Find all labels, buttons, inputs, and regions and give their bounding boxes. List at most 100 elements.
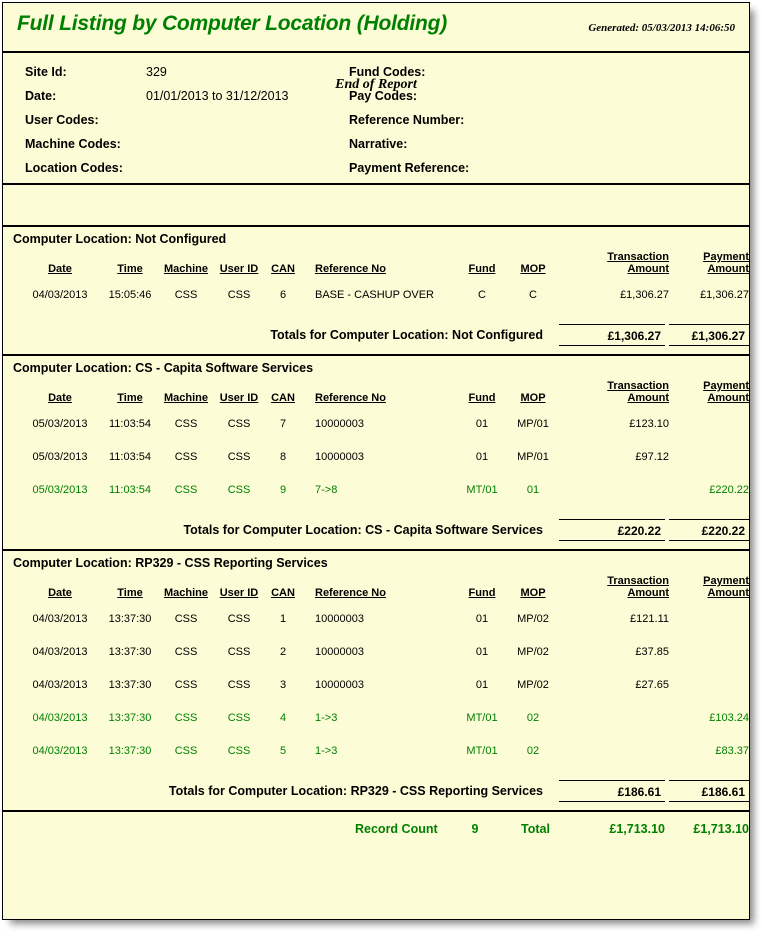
cell-time: 11:03:54 bbox=[108, 451, 151, 463]
column-header-fund: Fund bbox=[468, 392, 496, 404]
cell-machine: CSS bbox=[174, 484, 198, 496]
cell-mop: MP/01 bbox=[517, 451, 549, 463]
cell-mop: 02 bbox=[526, 712, 540, 724]
page-title: Full Listing by Computer Location (Holdi… bbox=[17, 12, 448, 35]
param-label-left-2: User Codes: bbox=[25, 113, 99, 127]
cell-reference-no: 10000003 bbox=[315, 646, 364, 658]
cell-reference-no: BASE - CASHUP OVER bbox=[315, 289, 434, 301]
end-of-report-label: End of Report bbox=[335, 77, 417, 92]
cell-fund: 01 bbox=[475, 679, 489, 691]
section-title: Computer Location: CS - Capita Software … bbox=[13, 361, 314, 375]
cell-date: 04/03/2013 bbox=[32, 712, 88, 724]
cell-transaction-amount: £121.11 bbox=[630, 613, 669, 625]
cell-reference-no: 10000003 bbox=[315, 679, 364, 691]
section-totals-payment-amount: £1,306.27 bbox=[669, 324, 749, 346]
column-header-reference-no: Reference No bbox=[315, 392, 386, 404]
table-row: 04/03/2013 13:37:30 CSS CSS 1 10000003 01 MP/02… bbox=[3, 613, 749, 631]
grand-total-row: Record Count 9 Total £1,713.10 £1,713.10 bbox=[3, 812, 749, 848]
cell-date: 05/03/2013 bbox=[32, 484, 88, 496]
location-section: Computer Location: CS - Capita Software … bbox=[3, 356, 749, 551]
column-header-date: Date bbox=[48, 587, 72, 599]
param-value-left-0: 329 bbox=[146, 65, 167, 79]
cell-time: 11:03:54 bbox=[108, 418, 151, 430]
table-row: 04/03/2013 13:37:30 CSS CSS 2 10000003 01 MP/02… bbox=[3, 646, 749, 664]
grand-total-payment-amount: £1,713.10 bbox=[693, 822, 749, 836]
cell-reference-no: 10000003 bbox=[315, 613, 364, 625]
column-header-row: Date Time Machine User ID CAN Reference No Fun… bbox=[3, 380, 749, 410]
column-header-can: CAN bbox=[271, 263, 295, 275]
cell-reference-no: 1->3 bbox=[315, 712, 338, 724]
column-header-fund: Fund bbox=[468, 263, 496, 275]
column-header-date: Date bbox=[48, 263, 72, 275]
cell-mop: 01 bbox=[526, 484, 540, 496]
cell-reference-no: 7->8 bbox=[315, 484, 338, 496]
cell-machine: CSS bbox=[174, 451, 198, 463]
column-header-can: CAN bbox=[271, 392, 295, 404]
column-header-payment-amount-line1: Payment bbox=[703, 380, 749, 392]
column-header-date: Date bbox=[48, 392, 72, 404]
cell-can: 3 bbox=[279, 679, 287, 691]
param-value-left-1: 01/01/2013 to 31/12/2013 bbox=[146, 89, 289, 103]
cell-machine: CSS bbox=[174, 712, 198, 724]
cell-user-id: CSS bbox=[227, 646, 251, 658]
column-header-time: Time bbox=[117, 263, 143, 275]
column-header-user-id: User ID bbox=[219, 263, 259, 275]
grand-total-label: Total bbox=[521, 822, 550, 836]
cell-mop: MP/01 bbox=[517, 418, 549, 430]
section-totals-transaction-amount: £1,306.27 bbox=[559, 324, 665, 346]
param-label-left-4: Location Codes: bbox=[25, 161, 123, 175]
cell-user-id: CSS bbox=[227, 613, 251, 625]
cell-machine: CSS bbox=[174, 418, 198, 430]
column-header-mop: MOP bbox=[520, 587, 546, 599]
section-title: Computer Location: RP329 - CSS Reporting… bbox=[13, 556, 328, 570]
cell-can: 5 bbox=[279, 745, 287, 757]
report-header: Full Listing by Computer Location (Holdi… bbox=[3, 3, 749, 53]
column-header-reference-no: Reference No bbox=[315, 263, 386, 275]
column-header-payment-amount-line1: Payment bbox=[703, 575, 749, 587]
column-header-mop: MOP bbox=[520, 263, 546, 275]
location-section: Computer Location: Not Configured Date Tim… bbox=[3, 227, 749, 356]
cell-date: 05/03/2013 bbox=[32, 451, 88, 463]
location-sections: Computer Location: Not Configured Date Tim… bbox=[3, 227, 749, 812]
cell-time: 15:05:46 bbox=[108, 289, 152, 301]
cell-payment-amount: £1,306.27 bbox=[700, 289, 749, 301]
column-header-payment-amount-line2: Amount bbox=[707, 392, 749, 404]
report-parameters: Site Id: 329 Date: 01/01/2013 to 31/12/2013… bbox=[3, 53, 749, 185]
cell-user-id: CSS bbox=[227, 451, 251, 463]
column-header-fund: Fund bbox=[468, 587, 496, 599]
cell-time: 13:37:30 bbox=[108, 712, 152, 724]
cell-user-id: CSS bbox=[227, 418, 251, 430]
table-row: 04/03/2013 15:05:46 CSS CSS 6 BASE - CASHUP O… bbox=[3, 289, 749, 307]
cell-can: 9 bbox=[279, 484, 287, 496]
column-header-payment-amount: Payment Amount bbox=[671, 251, 749, 275]
cell-user-id: CSS bbox=[227, 679, 251, 691]
column-header-reference-no: Reference No bbox=[315, 587, 386, 599]
cell-can: 6 bbox=[279, 289, 287, 301]
column-header-user-id: User ID bbox=[219, 587, 259, 599]
cell-user-id: CSS bbox=[227, 745, 251, 757]
cell-payment-amount: £83.37 bbox=[715, 745, 749, 757]
section-totals-label: Totals for Computer Location: Not Config… bbox=[270, 328, 543, 342]
table-row: 05/03/2013 11:03:54 CSS CSS 7 10000003 01 MP/01… bbox=[3, 418, 749, 436]
cell-transaction-amount: £123.10 bbox=[629, 418, 669, 430]
table-row: 05/03/2013 11:03:54 CSS CSS 9 7->8 MT/01 01 £220… bbox=[3, 484, 749, 502]
column-header-machine: Machine bbox=[163, 587, 208, 599]
section-totals-row: Totals for Computer Location: CS - Capit… bbox=[3, 519, 749, 541]
param-label-right-2: Reference Number: bbox=[349, 113, 465, 127]
cell-machine: CSS bbox=[174, 646, 198, 658]
column-header-transaction-amount-line2: Amount bbox=[627, 392, 669, 404]
column-header-transaction-amount: Transaction Amount bbox=[559, 380, 669, 404]
param-label-right-1: Pay Codes: bbox=[349, 89, 418, 103]
table-row: 04/03/2013 13:37:30 CSS CSS 4 1->3 MT/01 02 £103… bbox=[3, 712, 749, 730]
cell-date: 04/03/2013 bbox=[32, 613, 88, 625]
param-label-right-4: Payment Reference: bbox=[349, 161, 470, 175]
column-header-transaction-amount: Transaction Amount bbox=[559, 251, 669, 275]
param-label-left-0: Site Id: bbox=[25, 65, 67, 79]
column-header-row: Date Time Machine User ID CAN Reference No Fun… bbox=[3, 575, 749, 605]
cell-time: 13:37:30 bbox=[108, 679, 152, 691]
cell-mop: 02 bbox=[526, 745, 540, 757]
cell-mop: MP/02 bbox=[517, 646, 549, 658]
cell-transaction-amount: £97.12 bbox=[635, 451, 669, 463]
cell-fund: MT/01 bbox=[466, 484, 498, 496]
cell-payment-amount: £220.22 bbox=[709, 484, 749, 496]
